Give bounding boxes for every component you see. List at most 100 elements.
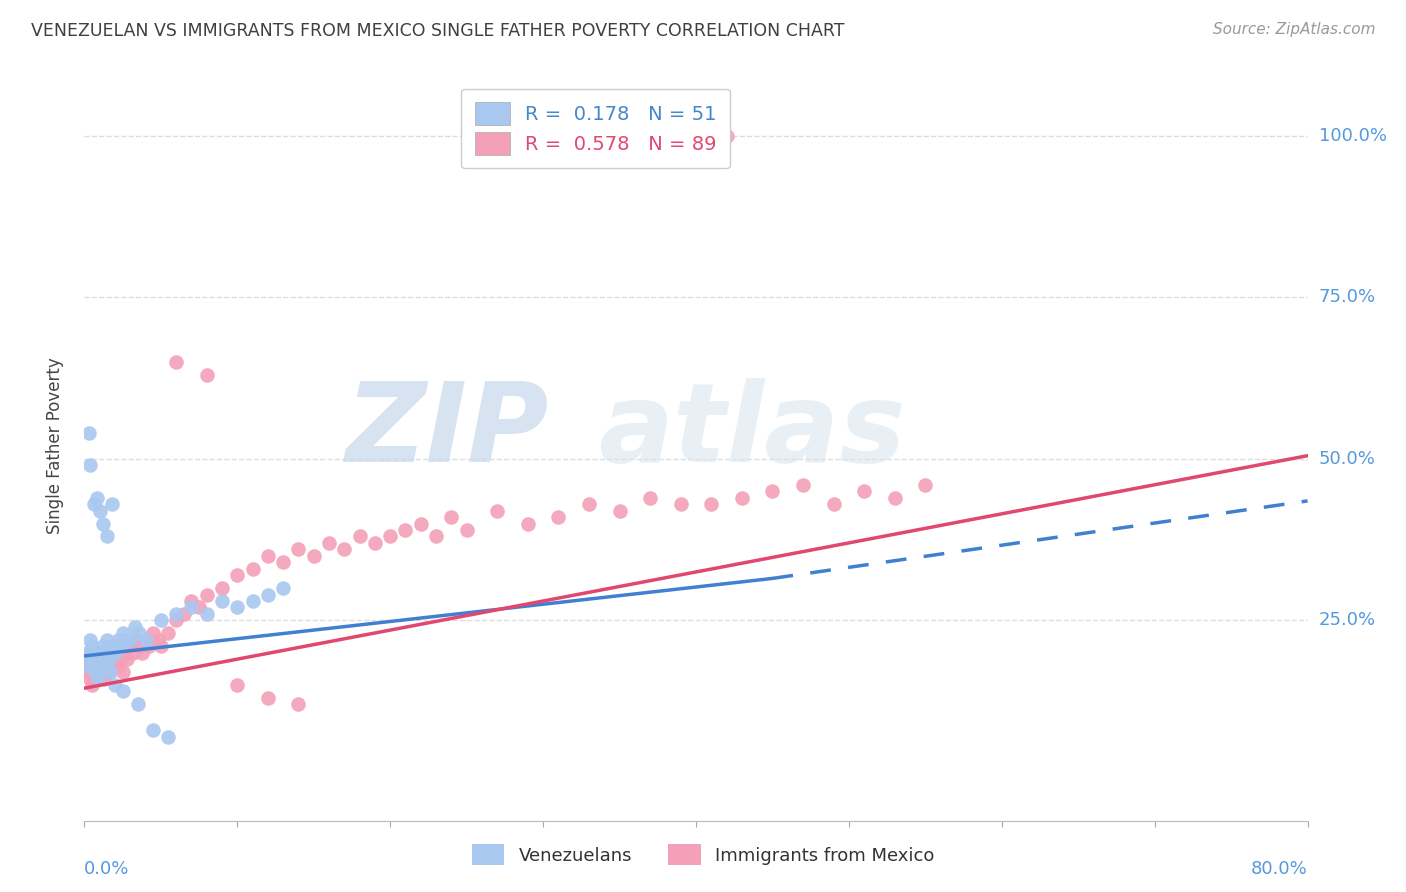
Text: 80.0%: 80.0% <box>1251 860 1308 878</box>
Point <box>195 607 218 621</box>
Text: 0.0%: 0.0% <box>84 860 129 878</box>
Point <box>101 658 124 673</box>
Point <box>77 658 100 673</box>
Point <box>94 646 117 660</box>
Point <box>79 458 101 473</box>
Point <box>257 690 280 705</box>
Point <box>157 626 180 640</box>
Point <box>84 665 107 679</box>
Point <box>77 646 100 660</box>
Text: ZIP: ZIP <box>346 377 550 484</box>
Point <box>128 639 150 653</box>
Point <box>89 646 111 660</box>
Point <box>716 128 738 143</box>
Point <box>578 497 600 511</box>
Point <box>114 632 136 647</box>
Point <box>180 600 202 615</box>
Point <box>110 652 132 666</box>
Legend: Venezuelans, Immigrants from Mexico: Venezuelans, Immigrants from Mexico <box>463 835 943 874</box>
Point <box>257 588 280 602</box>
Point <box>96 658 118 673</box>
Point <box>188 600 211 615</box>
Point <box>105 639 128 653</box>
Point <box>394 523 416 537</box>
Point <box>108 646 131 660</box>
Point <box>242 562 264 576</box>
Point <box>111 626 134 640</box>
Legend: R =  0.178   N = 51, R =  0.578   N = 89: R = 0.178 N = 51, R = 0.578 N = 89 <box>461 88 730 169</box>
Point <box>131 646 153 660</box>
Point <box>86 646 108 660</box>
Point <box>135 632 157 647</box>
Point <box>101 497 124 511</box>
Point <box>128 626 150 640</box>
Point <box>349 529 371 543</box>
Point <box>135 632 157 647</box>
Point <box>80 652 103 666</box>
Point <box>96 632 118 647</box>
Point <box>87 658 110 673</box>
Point <box>107 632 129 647</box>
Point <box>364 536 387 550</box>
Point <box>93 652 115 666</box>
Point <box>165 614 187 628</box>
Point <box>80 658 103 673</box>
Point <box>914 477 936 491</box>
Point <box>86 665 108 679</box>
Point <box>91 639 114 653</box>
Point <box>226 678 249 692</box>
Point <box>80 639 103 653</box>
Point <box>318 536 340 550</box>
Point <box>110 639 132 653</box>
Point <box>83 658 105 673</box>
Point <box>90 652 112 666</box>
Point <box>271 581 294 595</box>
Point <box>93 672 115 686</box>
Point <box>96 658 118 673</box>
Point <box>486 503 509 517</box>
Point <box>761 484 783 499</box>
Point <box>609 503 631 517</box>
Text: VENEZUELAN VS IMMIGRANTS FROM MEXICO SINGLE FATHER POVERTY CORRELATION CHART: VENEZUELAN VS IMMIGRANTS FROM MEXICO SIN… <box>31 22 845 40</box>
Point <box>97 652 120 666</box>
Point <box>124 620 146 634</box>
Text: 25.0%: 25.0% <box>1319 611 1376 630</box>
Point <box>226 600 249 615</box>
Point <box>257 549 280 563</box>
Point <box>195 588 218 602</box>
Point <box>211 594 233 608</box>
Point <box>76 665 98 679</box>
Point <box>87 672 110 686</box>
Point <box>287 698 309 712</box>
Point <box>75 652 97 666</box>
Point <box>142 723 165 738</box>
Point <box>90 658 112 673</box>
Point <box>77 426 100 441</box>
Point <box>409 516 432 531</box>
Point <box>669 497 692 511</box>
Point <box>142 626 165 640</box>
Point <box>77 658 100 673</box>
Point <box>91 658 114 673</box>
Point <box>104 652 127 666</box>
Point <box>165 607 187 621</box>
Point <box>731 491 754 505</box>
Point <box>211 581 233 595</box>
Y-axis label: Single Father Poverty: Single Father Poverty <box>45 358 63 534</box>
Point <box>83 672 105 686</box>
Point <box>823 497 845 511</box>
Point <box>127 698 149 712</box>
Point <box>96 529 118 543</box>
Point <box>79 672 101 686</box>
Point <box>149 639 172 653</box>
Point <box>226 568 249 582</box>
Point <box>146 632 169 647</box>
Point <box>91 516 114 531</box>
Point <box>101 639 124 653</box>
Point <box>83 665 105 679</box>
Point <box>98 665 121 679</box>
Point <box>84 646 107 660</box>
Point <box>89 503 111 517</box>
Point <box>97 652 120 666</box>
Point <box>111 684 134 698</box>
